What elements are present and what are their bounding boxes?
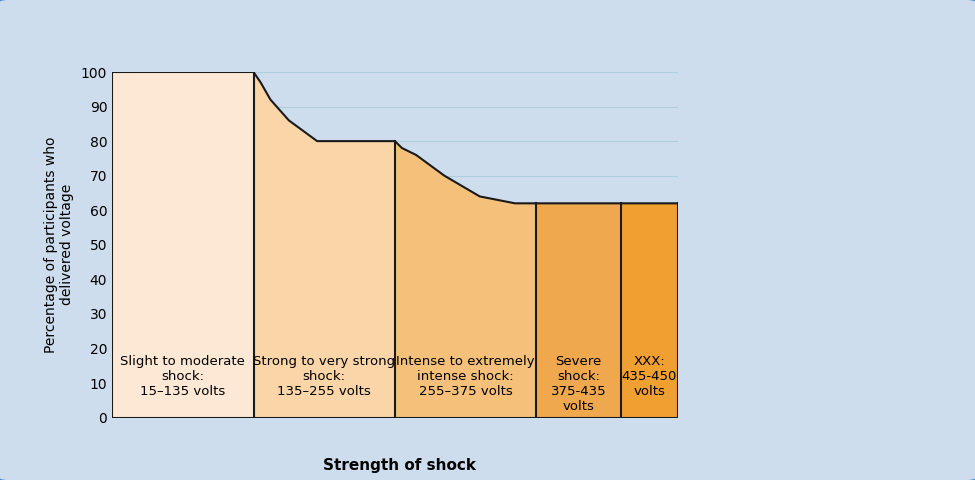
- Text: Slight to moderate
shock:
15–135 volts: Slight to moderate shock: 15–135 volts: [120, 355, 246, 398]
- Polygon shape: [395, 141, 536, 418]
- Text: Strength of shock: Strength of shock: [324, 458, 476, 473]
- Y-axis label: Percentage of participants who
delivered voltage: Percentage of participants who delivered…: [44, 136, 74, 353]
- Polygon shape: [621, 204, 678, 418]
- Polygon shape: [536, 204, 621, 418]
- Text: Severe
shock:
375-435
volts: Severe shock: 375-435 volts: [551, 355, 606, 413]
- Text: Intense to extremely
intense shock:
255–375 volts: Intense to extremely intense shock: 255–…: [396, 355, 535, 398]
- Text: XXX:
435-450
volts: XXX: 435-450 volts: [622, 355, 677, 398]
- Text: Strong to very strong
shock:
135–255 volts: Strong to very strong shock: 135–255 vol…: [254, 355, 395, 398]
- Polygon shape: [112, 72, 254, 418]
- Polygon shape: [254, 72, 395, 418]
